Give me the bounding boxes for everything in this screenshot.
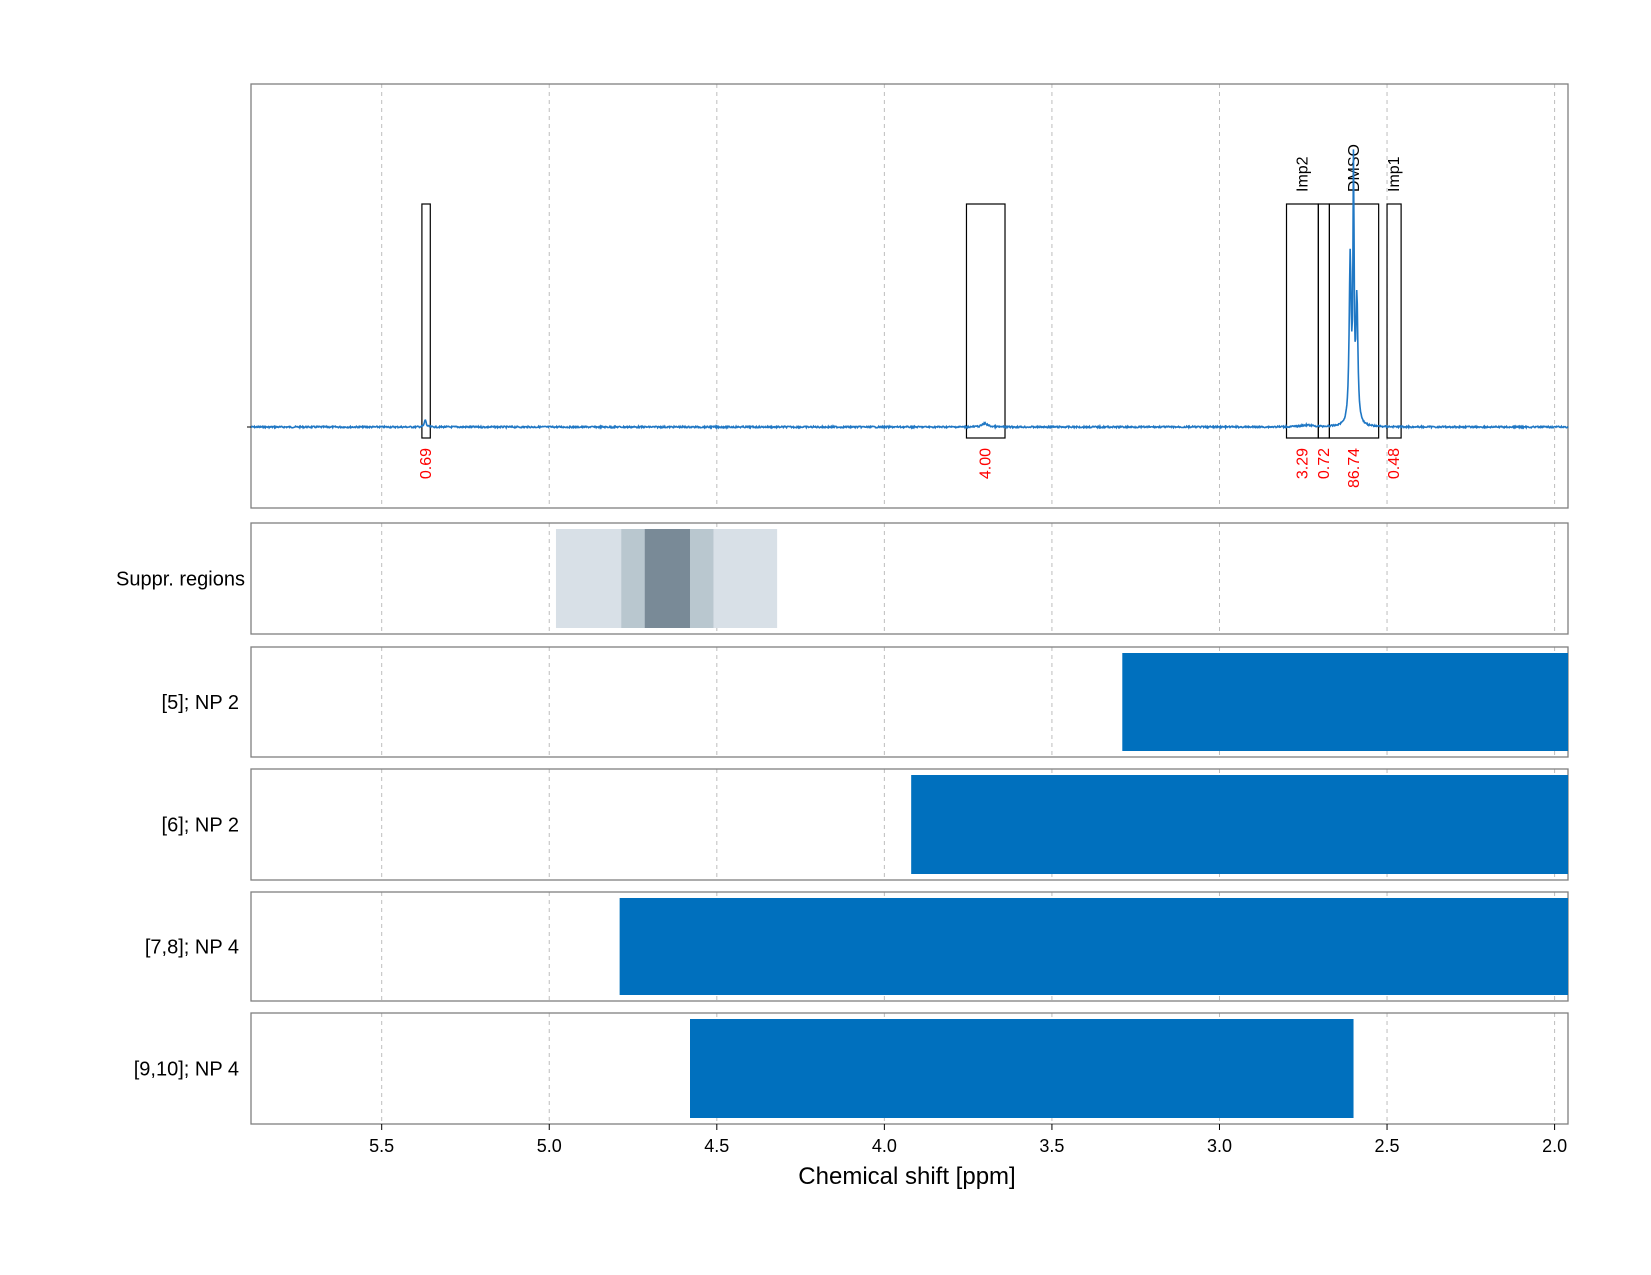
spectrum-frame bbox=[250, 83, 1569, 509]
suppression-panel: Suppr. regions bbox=[116, 522, 1569, 635]
integral-value: 0.48 bbox=[1386, 448, 1403, 479]
integral-value: 3.29 bbox=[1294, 448, 1311, 479]
range-bar bbox=[911, 775, 1568, 874]
x-axis-label: Chemical shift [ppm] bbox=[798, 1163, 1015, 1190]
region-label: Imp1 bbox=[1386, 156, 1403, 192]
x-tick-label: 3.5 bbox=[1039, 1136, 1064, 1156]
integral-value: 0.72 bbox=[1316, 448, 1333, 479]
x-tick-label: 2.0 bbox=[1542, 1136, 1567, 1156]
integral-value: 4.00 bbox=[978, 448, 995, 479]
range-bar bbox=[690, 1019, 1354, 1118]
x-tick-label: 4.5 bbox=[704, 1136, 729, 1156]
x-tick-label: 3.0 bbox=[1207, 1136, 1232, 1156]
bar-label: [5]; NP 2 bbox=[162, 692, 239, 714]
x-axis: 5.5 5.0 4.5 4.0 3.5 3.0 2.5 2.0 bbox=[369, 1124, 1567, 1156]
integration-box bbox=[1285, 203, 1319, 439]
spectrum-line bbox=[250, 149, 1569, 431]
integration-box bbox=[421, 203, 431, 439]
bar-frame bbox=[250, 1012, 1569, 1125]
suppression-frame bbox=[250, 522, 1569, 635]
spectrum-panel: 0.69 4.00 3.29 Imp2 0.72 86.74 DMSO 0.48 Imp1 bbox=[247, 83, 1569, 509]
integration-box bbox=[965, 203, 1006, 439]
bar-label: [7,8]; NP 4 bbox=[145, 937, 239, 959]
range-bar bbox=[619, 898, 1568, 995]
bar-label: [6]; NP 2 bbox=[162, 815, 239, 837]
suppression-label: Suppr. regions bbox=[116, 569, 245, 591]
region-label: Imp2 bbox=[1294, 156, 1311, 192]
region-label: DMSO bbox=[1346, 144, 1363, 192]
range-bar bbox=[1122, 653, 1568, 751]
integral-value: 86.74 bbox=[1346, 448, 1363, 488]
x-tick-label: 2.5 bbox=[1375, 1136, 1400, 1156]
suppression-band bbox=[644, 529, 690, 628]
integral-value: 0.69 bbox=[418, 448, 435, 479]
bar-label: [9,10]; NP 4 bbox=[134, 1059, 239, 1081]
x-tick-label: 5.5 bbox=[369, 1136, 394, 1156]
range-bars-panel: [5]; NP 2 [6]; NP 2 [7,8]; NP 4 [9,10]; NP … bbox=[134, 646, 1569, 1125]
integration-box bbox=[1386, 203, 1402, 439]
integration-box bbox=[1317, 203, 1330, 439]
x-tick-label: 4.0 bbox=[872, 1136, 897, 1156]
x-tick-label: 5.0 bbox=[537, 1136, 562, 1156]
